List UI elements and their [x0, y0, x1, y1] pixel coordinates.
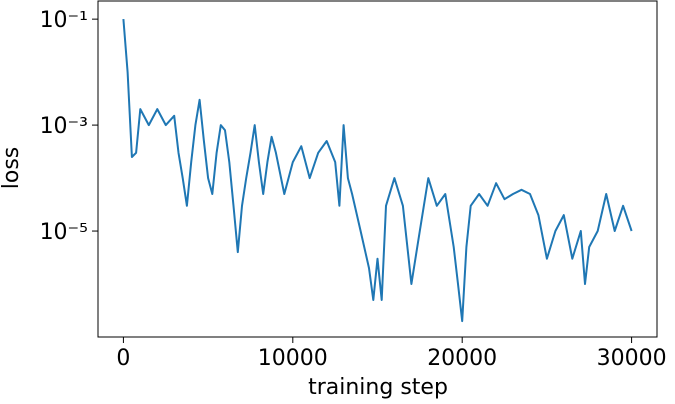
x-tick-label: 0	[116, 346, 130, 371]
x-axis-label: training step	[308, 375, 448, 400]
y-tick-label: 10⁻⁵	[40, 220, 88, 245]
plot-frame	[97, 0, 658, 338]
x-tick-label: 20000	[427, 346, 497, 371]
y-axis-label: loss	[0, 147, 24, 190]
loss-line	[122, 19, 633, 323]
x-tick-label: 10000	[258, 346, 328, 371]
y-tick-label: 10⁻¹	[40, 8, 88, 33]
x-tick-label: 30000	[597, 346, 667, 371]
y-tick-label: 10⁻³	[40, 114, 88, 139]
